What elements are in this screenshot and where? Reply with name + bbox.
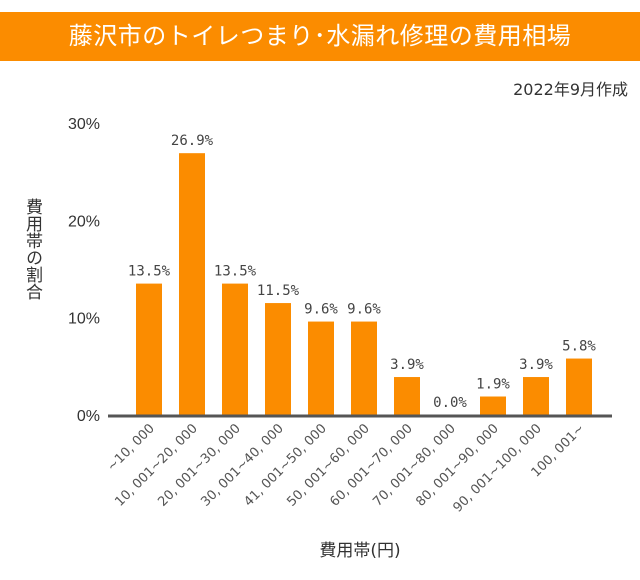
x-tick-label: 80, 001~90, 000 [413, 421, 501, 509]
x-tick-label: 41, 001~50, 000 [241, 421, 329, 509]
x-tick-label: 30, 001~40, 000 [198, 421, 286, 509]
chart-title-banner: 藤沢市のトイレつまり･水漏れ修理の費用相場 [0, 12, 640, 61]
y-tick-label: 20% [68, 213, 100, 230]
y-tick-label: 10% [68, 311, 100, 328]
data-label: 0.0% [433, 395, 467, 411]
bar [394, 377, 420, 415]
y-tick-label: 30% [68, 116, 100, 133]
data-label: 13.5% [128, 264, 171, 280]
x-tick-label: 50, 001~60, 000 [284, 421, 372, 509]
y-tick-label: 0% [77, 408, 100, 425]
data-label: 9.6% [304, 302, 338, 318]
x-tick-label: 60, 001~70, 000 [327, 421, 415, 509]
data-label: 1.9% [476, 377, 510, 393]
data-label: 26.9% [171, 133, 214, 149]
data-label: 5.8% [562, 339, 596, 355]
bar [480, 396, 506, 415]
x-tick-label: 10, 001~20, 000 [112, 421, 200, 509]
data-label: 3.9% [390, 357, 424, 373]
bar [566, 358, 592, 415]
data-label: 13.5% [214, 264, 257, 280]
data-label: 11.5% [257, 283, 300, 299]
data-label: 9.6% [347, 302, 381, 318]
bar [351, 321, 377, 415]
bar [222, 283, 248, 415]
bar [179, 153, 205, 415]
x-axis-label: 費用帯(円) [319, 541, 400, 561]
x-tick-label: 70, 001~80, 000 [370, 421, 458, 509]
data-label: 3.9% [519, 357, 553, 373]
bar [265, 303, 291, 415]
y-axis-label: 費用帯の割合 [22, 198, 42, 300]
x-tick-label: 20, 001~30, 000 [155, 421, 243, 509]
bar [136, 283, 162, 415]
bar [523, 377, 549, 415]
bar [308, 321, 334, 415]
created-date: 2022年9月作成 [513, 80, 628, 99]
